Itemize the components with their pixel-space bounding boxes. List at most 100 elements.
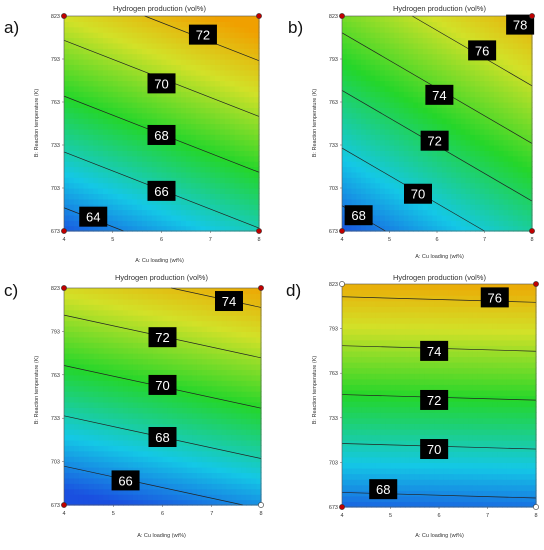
fill-cell: [98, 198, 104, 205]
fill-cell: [113, 347, 119, 354]
fill-cell: [513, 102, 519, 108]
fill-cell: [167, 477, 173, 484]
fill-cell: [456, 107, 462, 114]
fill-cell: [88, 461, 95, 468]
fill-cell: [200, 209, 206, 216]
fill-cell: [432, 214, 438, 221]
fill-cell: [231, 380, 237, 387]
fill-cell: [117, 225, 124, 232]
fill-cell: [64, 331, 70, 338]
fill-cell: [93, 331, 100, 338]
fill-cell: [226, 385, 233, 392]
fill-cell: [489, 225, 495, 232]
fill-cell: [432, 107, 438, 114]
fill-cell: [517, 193, 524, 200]
fill-cell: [234, 209, 241, 216]
fill-cell: [177, 494, 183, 501]
contour-panel-c: c) Hydrogen production (vol%) 4 5 6 7 8 673 70…: [0, 273, 272, 550]
fill-cell: [456, 220, 462, 227]
fill-cell: [437, 118, 443, 125]
fill-cell: [146, 96, 153, 103]
fill-cell: [211, 407, 218, 414]
fill-cell: [342, 462, 348, 469]
fill-cell: [211, 288, 218, 295]
fill-cell: [422, 161, 429, 168]
fill-cell: [244, 182, 250, 189]
fill-cell: [132, 48, 138, 55]
fill-cell: [215, 123, 221, 130]
fill-cell: [171, 21, 177, 28]
fill-cell: [236, 320, 242, 327]
fill-cell: [162, 423, 169, 430]
fill-cell: [408, 42, 414, 49]
fill-cell: [182, 331, 188, 338]
fill-cell: [166, 42, 172, 49]
fill-cell: [201, 450, 208, 457]
fill-cell: [380, 64, 386, 71]
fill-cell: [176, 32, 182, 39]
fill-cell: [157, 483, 164, 490]
fill-cell: [113, 461, 119, 468]
fill-cell: [206, 374, 213, 381]
fill-cell: [192, 380, 198, 387]
fill-cell: [112, 188, 119, 194]
fill-cell: [128, 412, 134, 419]
fill-cell: [156, 198, 163, 205]
fill-cell: [88, 139, 94, 146]
fill-cell: [88, 21, 94, 28]
fill-cell: [192, 450, 198, 457]
fill-cell: [451, 32, 457, 39]
fill-cell: [475, 139, 481, 146]
fill-cell: [127, 53, 133, 60]
fill-cell: [205, 182, 211, 189]
fill-cell: [389, 145, 395, 151]
fill-cell: [380, 112, 386, 119]
fill-cell: [365, 85, 372, 92]
fill-cell: [342, 356, 348, 363]
y-tick-label: 763: [329, 100, 338, 106]
fill-cell: [103, 118, 109, 125]
fill-cell: [187, 309, 193, 316]
fill-cell: [475, 118, 481, 125]
fill-cell: [142, 102, 148, 108]
fill-cell: [192, 434, 198, 441]
fill-cell: [356, 225, 362, 232]
fill-cell: [176, 209, 182, 216]
fill-cell: [137, 467, 144, 474]
fill-cell: [112, 145, 119, 151]
fill-cell: [64, 69, 70, 76]
fill-cell: [244, 32, 250, 39]
fill-cell: [93, 467, 100, 474]
fill-cell: [162, 488, 169, 495]
fill-cell: [441, 220, 448, 227]
fill-cell: [256, 288, 262, 295]
fill-cell: [361, 145, 367, 151]
fill-cell: [142, 336, 149, 343]
fill-cell: [241, 385, 247, 392]
fill-cell: [418, 155, 424, 162]
fill-cell: [475, 123, 481, 130]
fill-cell: [251, 298, 257, 305]
fill-cell: [418, 48, 424, 55]
fill-cell: [375, 102, 381, 108]
fill-cell: [256, 483, 262, 490]
fill-cell: [195, 107, 202, 114]
fill-cell: [171, 26, 177, 33]
fill-cell: [456, 177, 462, 184]
fill-cell: [234, 91, 241, 98]
fill-cell: [399, 48, 405, 55]
fill-cell: [142, 456, 149, 463]
fill-cell: [356, 155, 362, 162]
fill-cell: [224, 96, 231, 103]
fill-cell: [249, 32, 255, 39]
fill-cell: [446, 225, 452, 232]
fill-cell: [370, 177, 376, 184]
fill-cell: [256, 369, 262, 376]
fill-cell: [182, 494, 188, 501]
fill-cell: [413, 209, 419, 216]
y-tick-label: 823: [51, 14, 60, 20]
fill-cell: [527, 177, 533, 184]
fill-cell: [147, 401, 154, 408]
fill-cell: [215, 150, 221, 157]
fill-cell: [64, 53, 70, 60]
